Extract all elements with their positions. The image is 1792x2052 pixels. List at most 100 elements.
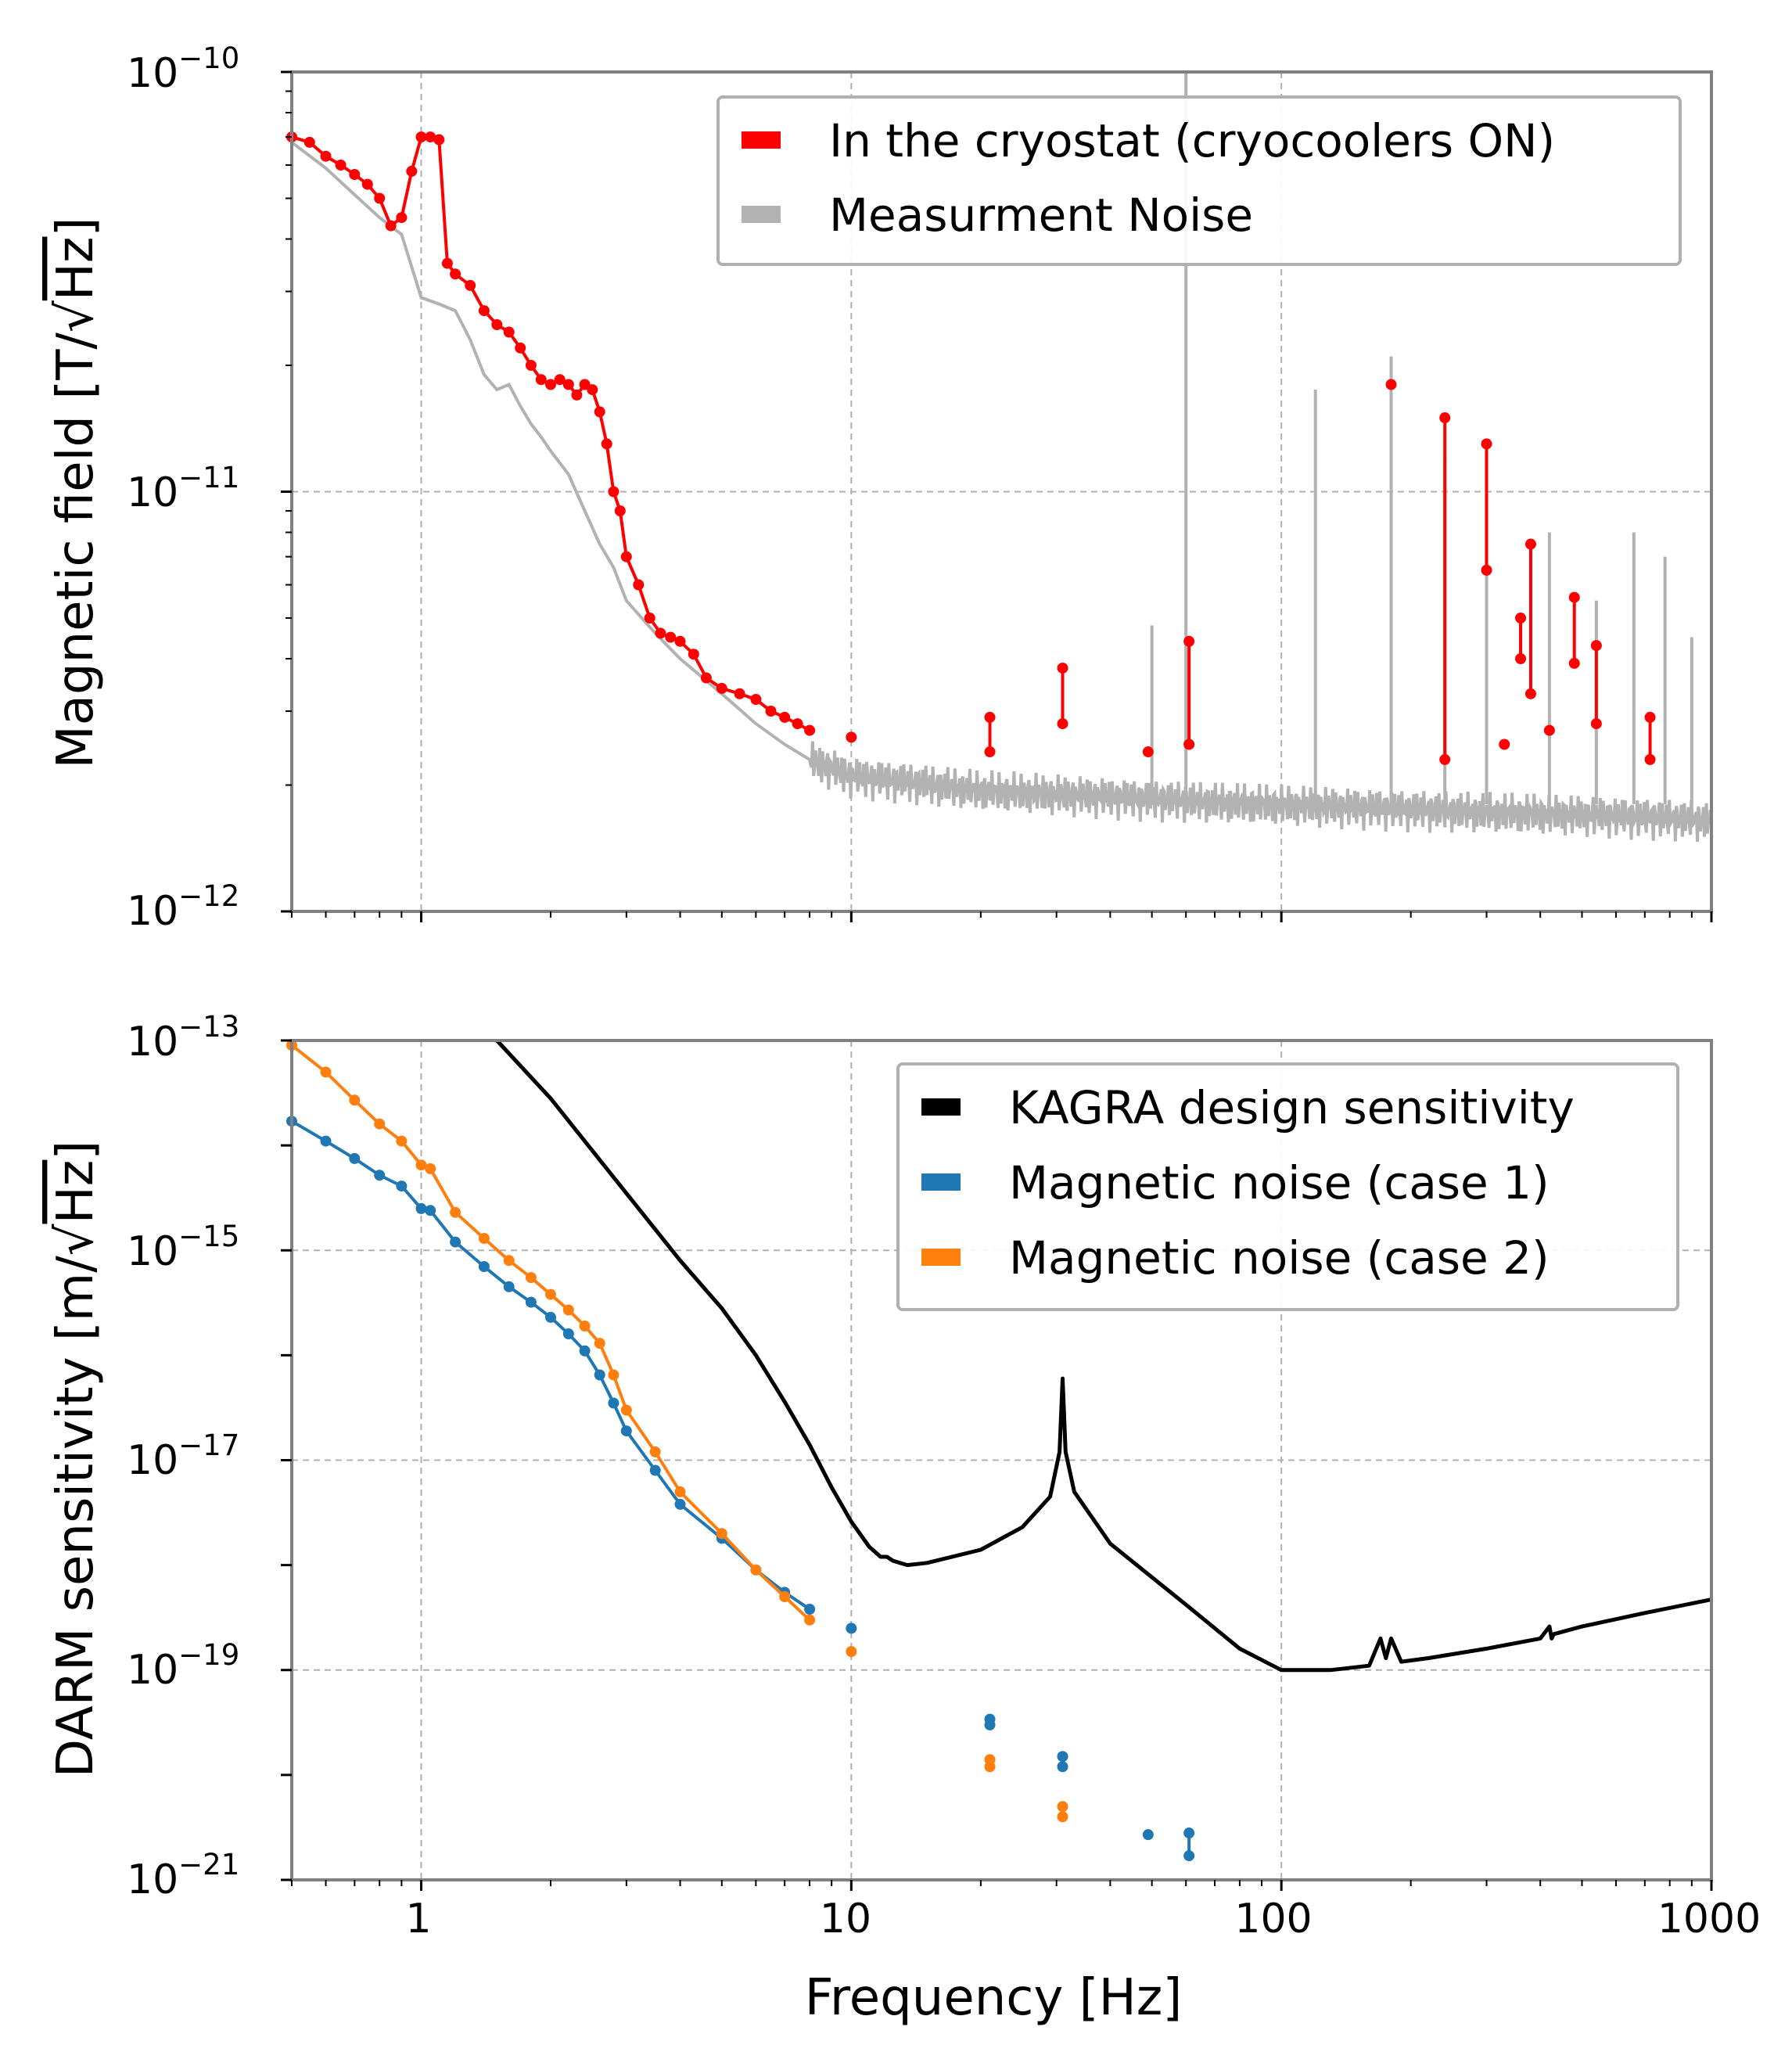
cryostat-point [614,505,626,516]
cryostat-point [601,438,612,450]
cryostat-point [792,718,803,730]
case1-peak-point [1142,1829,1154,1841]
case2-point [478,1233,490,1244]
cryostat-point [644,613,655,624]
bottom-panel: 10−21 10−19 10−17 10−15 10−13 1 10 100 1… [47,1010,1761,2027]
cryostat-peak-point [1499,739,1510,750]
top-ylabel-text: Magnetic field [T/√Hz] [47,217,105,769]
case2-point [750,1564,762,1576]
case1-point [608,1397,619,1409]
case2-point [320,1066,332,1078]
case1-point [579,1345,591,1357]
cryostat-point [525,360,537,371]
case2-point [620,1404,632,1416]
cryostat-point [750,694,762,705]
cryostat-peak-point [1524,688,1536,699]
cryostat-point [320,150,332,162]
cryostat-peak-point [1590,718,1602,730]
cryostat-peak-point [1515,652,1527,664]
cryostat-point [804,724,816,736]
cryostat-peak-point [1385,379,1397,390]
bottom-ytick-label: 10−19 [127,1638,239,1694]
cryostat-point [396,212,408,224]
case2-peak-point [984,1754,996,1766]
case1-point [374,1170,386,1181]
case1-point [804,1604,816,1615]
case1-peak-point [1057,1761,1068,1773]
cryostat-point [515,342,526,354]
case1-point [674,1498,686,1510]
cryostat-point [665,631,677,643]
top-series [286,72,1713,843]
cryostat-point [433,134,445,146]
case2-point [562,1304,574,1316]
cryostat-point [700,672,712,684]
cryostat-peak-point [1515,613,1527,624]
cryostat-point [303,136,315,148]
bottom-series [286,1039,1712,1862]
case2-point [594,1338,605,1349]
case2-point [425,1163,436,1174]
cryostat-peak-point [1644,711,1656,723]
case1-point [545,1311,556,1323]
cryostat-peak-point [1481,564,1492,576]
cryostat-point [765,706,777,717]
legend-label-cryostat: In the cryostat (cryocoolers ON) [829,114,1555,167]
cryostat-point [385,220,397,232]
top-legend: In the cryostat (cryocoolers ON) Measurm… [716,95,1682,266]
cryostat-point [779,711,791,723]
top-ytick-label: 10−12 [127,879,239,935]
case1-point [320,1135,332,1147]
bottom-ytick-label: 10−15 [127,1220,239,1275]
bottom-legend-box [896,1062,1679,1311]
cryostat-peak-point [1481,438,1492,450]
top-panel: 10−12 10−11 10−10 Magnetic field [T/√Hz]… [47,41,1713,935]
bottom-ylabel: DARM sensitivity [m/√Hz] [47,1141,105,1778]
sqrt-symbol: √ [47,300,105,332]
case1-point [349,1152,361,1164]
cryostat-point [674,635,686,647]
cryostat-peak-point [984,711,996,723]
bottom-ticks [281,1039,1713,1891]
case1-point [396,1181,408,1192]
cryostat-point [562,379,574,390]
cryostat-point [655,627,666,639]
cryostat-point [554,374,566,386]
case2-point [374,1118,386,1130]
cryostat-point [545,379,556,390]
cryostat-peak-point [1439,412,1451,424]
case1-point [503,1281,515,1292]
case1-point [594,1369,605,1381]
series-kagra [495,1039,1712,1673]
case2-point [525,1272,537,1284]
cryostat-point [594,406,605,418]
case1-point [478,1261,490,1272]
case2-peak-point [1057,1811,1068,1823]
cryostat-peak-point [1590,640,1602,652]
cryostat-peak-point [1439,753,1451,765]
cryostat-peak-point [1057,718,1068,730]
case1-point [525,1296,537,1308]
bottom-ytick-label: 10−21 [127,1848,239,1903]
case2-point [450,1206,461,1218]
case2-point [545,1288,556,1300]
case1-peak-point [1057,1751,1068,1763]
cryostat-point [361,178,373,190]
case2-point [716,1528,727,1540]
legend-swatch-cryostat [742,131,781,149]
cryostat-point [587,384,598,396]
cryostat-point [415,131,427,143]
top-ytick-label: 10−11 [127,461,239,516]
case2-point [396,1135,408,1147]
legend-label-measurement-noise: Measurment Noise [829,189,1253,242]
xlabel: Frequency [Hz] [805,1969,1183,2027]
top-ylabel: Magnetic field [T/√Hz] [47,217,105,769]
legend-label-case1: Magnetic noise (case 1) [1009,1156,1550,1209]
cryostat-point [734,688,745,699]
case1-point [649,1464,661,1476]
cryostat-point [620,551,632,562]
case2-point [674,1486,686,1497]
top-legend-box [716,95,1682,266]
case1-point [450,1236,461,1248]
